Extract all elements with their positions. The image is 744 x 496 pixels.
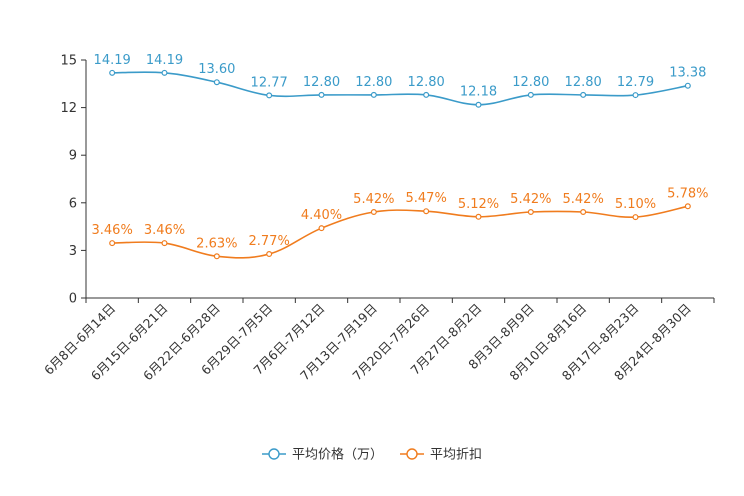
data-label-discount: 5.78% <box>667 186 708 201</box>
data-label-discount: 5.42% <box>563 192 604 207</box>
data-label-discount: 2.77% <box>249 234 290 249</box>
data-point-discount[interactable] <box>161 240 168 247</box>
axes: 036912156月8日-6月14日6月15日-6月21日6月22日-6月28日… <box>41 54 715 383</box>
data-point-price[interactable] <box>370 91 377 98</box>
legend-item-price[interactable]: 平均价格（万） <box>262 447 383 463</box>
data-point-discount[interactable] <box>527 209 534 216</box>
data-label-discount: 2.63% <box>196 236 237 251</box>
data-label-discount: 5.42% <box>510 192 551 207</box>
data-label-price: 12.80 <box>512 75 549 90</box>
y-tick-label: 9 <box>69 149 77 164</box>
data-point-discount[interactable] <box>475 213 482 220</box>
y-tick-label: 15 <box>60 54 77 69</box>
data-point-discount[interactable] <box>423 208 430 215</box>
data-label-price: 14.19 <box>94 53 131 68</box>
data-point-price[interactable] <box>580 91 587 98</box>
data-point-discount[interactable] <box>266 251 273 258</box>
data-label-price: 12.80 <box>565 75 602 90</box>
data-label-price: 13.38 <box>669 66 706 81</box>
data-label-price: 12.80 <box>355 75 392 90</box>
data-label-price: 12.80 <box>303 75 340 90</box>
data-point-discount[interactable] <box>684 203 691 210</box>
data-point-discount[interactable] <box>318 225 325 232</box>
legend[interactable]: 平均价格（万） 平均折扣 <box>262 447 482 463</box>
data-label-discount: 3.46% <box>92 223 133 238</box>
y-tick-label: 6 <box>69 196 77 211</box>
data-point-price[interactable] <box>266 92 273 99</box>
series-layer <box>109 69 691 260</box>
series-line-discount <box>112 205 688 259</box>
data-label-discount: 5.42% <box>353 192 394 207</box>
data-label-discount: 5.47% <box>406 191 447 206</box>
data-point-price[interactable] <box>684 82 691 89</box>
data-point-price[interactable] <box>632 92 639 99</box>
data-point-price[interactable] <box>318 91 325 98</box>
data-label-discount: 5.12% <box>458 197 499 212</box>
data-point-discount[interactable] <box>632 214 639 221</box>
legend-label-discount: 平均折扣 <box>430 448 482 463</box>
data-point-price[interactable] <box>527 91 534 98</box>
y-tick-label: 12 <box>60 101 77 116</box>
data-point-discount[interactable] <box>213 253 220 260</box>
data-label-price: 12.79 <box>617 75 654 90</box>
data-point-price[interactable] <box>213 79 220 86</box>
data-point-discount[interactable] <box>370 209 377 216</box>
data-label-discount: 4.40% <box>301 208 342 223</box>
data-point-price[interactable] <box>109 69 116 76</box>
legend-label-price: 平均价格（万） <box>292 447 383 463</box>
data-label-price: 12.77 <box>251 75 288 90</box>
legend-item-discount[interactable]: 平均折扣 <box>400 448 482 463</box>
data-label-price: 12.80 <box>408 75 445 90</box>
data-labels: 14.19 14.19 13.60 12.77 12.80 12.80 12.80 12.18… <box>92 53 709 251</box>
data-label-discount: 3.46% <box>144 223 185 238</box>
data-label-price: 12.18 <box>460 85 497 100</box>
data-point-price[interactable] <box>161 69 168 76</box>
data-point-discount[interactable] <box>580 209 587 216</box>
legend-marker-price <box>268 448 280 460</box>
data-point-discount[interactable] <box>109 240 116 247</box>
y-tick-label: 3 <box>69 244 77 259</box>
data-point-price[interactable] <box>423 91 430 98</box>
legend-marker-discount <box>406 448 418 460</box>
y-tick-label: 0 <box>69 292 77 307</box>
series-line-price <box>112 71 688 106</box>
data-label-price: 13.60 <box>198 62 235 77</box>
data-point-price[interactable] <box>475 101 482 108</box>
data-label-price: 14.19 <box>146 53 183 68</box>
data-label-discount: 5.10% <box>615 197 656 212</box>
